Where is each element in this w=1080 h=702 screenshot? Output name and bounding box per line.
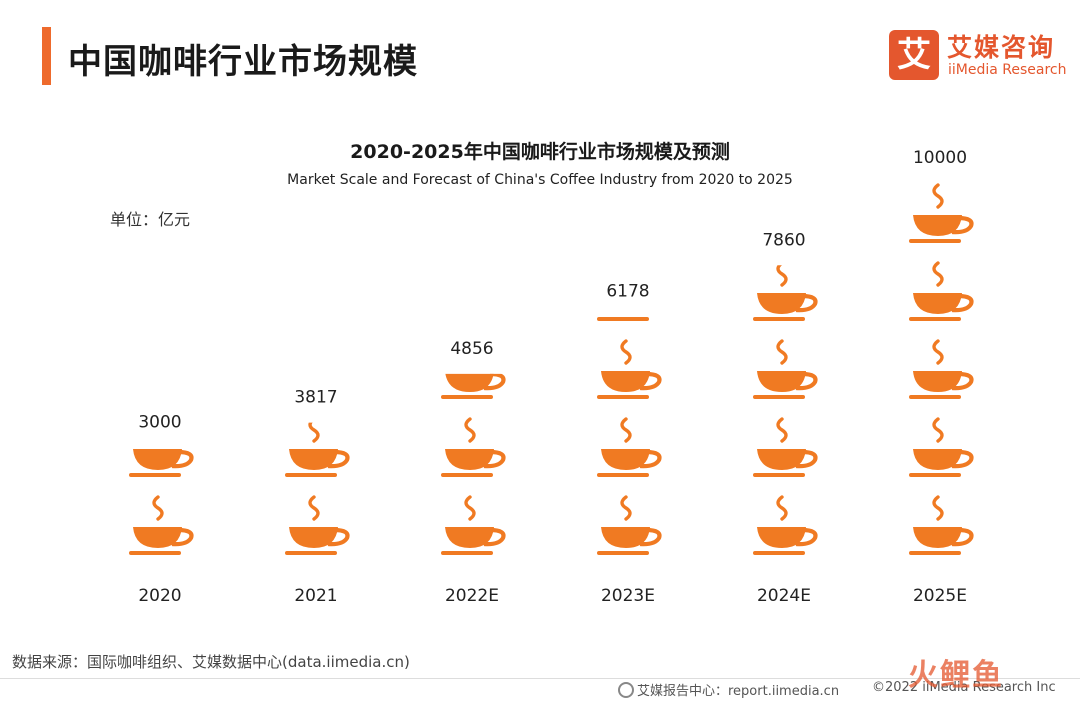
coffee-cup-icon [441, 417, 506, 477]
value-label: 10000 [913, 148, 967, 168]
x-tick-label: 2024E [757, 586, 811, 606]
value-label: 7860 [762, 230, 805, 250]
coffee-cup-icon [597, 339, 662, 399]
unit-label: 单位：亿元 [110, 210, 191, 229]
x-tick-label: 2022E [445, 586, 499, 606]
coffee-cup-icon [597, 317, 649, 321]
footer-report-center: 艾媒报告中心：report.iimedia.cn [618, 680, 839, 699]
coffee-cup-icon [129, 495, 194, 555]
footer-copyright: ©2022 iiMedia Research Inc [872, 680, 1056, 695]
logo-chinese-name: 艾媒咨询 [947, 33, 1056, 62]
footer-divider [0, 678, 1080, 679]
coffee-cup-icon [909, 417, 974, 477]
value-label: 6178 [606, 282, 649, 302]
pictogram-chart: 3000 2020 3817 2021 4856 2022E 6178 2023E 7860 20… [129, 148, 974, 606]
globe-icon [618, 682, 634, 698]
coffee-cup-icon [441, 495, 506, 555]
coffee-cup-icon [753, 265, 818, 321]
data-source: 数据来源：国际咖啡组织、艾媒数据中心(data.iimedia.cn) [12, 653, 410, 671]
coffee-cup-icon [909, 183, 974, 243]
coffee-cup-icon [909, 261, 974, 321]
coffee-cup-icon [909, 339, 974, 399]
logo-mark: 艾 [889, 30, 939, 80]
coffee-cup-icon [597, 495, 662, 555]
x-tick-label: 2025E [913, 586, 967, 606]
x-tick-label: 2020 [138, 586, 181, 606]
coffee-cup-icon [441, 373, 506, 399]
coffee-cup-icon [753, 495, 818, 555]
chart-subtitle: Market Scale and Forecast of China's Cof… [287, 172, 793, 188]
value-label: 4856 [450, 339, 493, 359]
value-label: 3000 [138, 413, 181, 433]
coffee-cup-icon [753, 417, 818, 477]
coffee-cup-icon [753, 339, 818, 399]
logo-english-name: iiMedia Research [948, 62, 1067, 78]
title-accent-bar [42, 27, 51, 85]
chart-title: 2020-2025年中国咖啡行业市场规模及预测 [350, 141, 730, 163]
coffee-cup-icon [285, 422, 350, 477]
coffee-cup-icon [285, 495, 350, 555]
iimedia-logo: 艾 艾媒咨询 iiMedia Research [889, 28, 1069, 84]
x-tick-label: 2023E [601, 586, 655, 606]
value-label: 3817 [294, 388, 337, 408]
page-title: 中国咖啡行业市场规模 [68, 42, 418, 82]
coffee-cup-icon [129, 449, 194, 477]
coffee-cup-icon [597, 417, 662, 477]
x-tick-label: 2021 [294, 586, 337, 606]
watermark: 火鲤鱼 [908, 658, 1004, 693]
footer-report-text: 艾媒报告中心：report.iimedia.cn [637, 684, 840, 699]
coffee-cup-icon [909, 495, 974, 555]
